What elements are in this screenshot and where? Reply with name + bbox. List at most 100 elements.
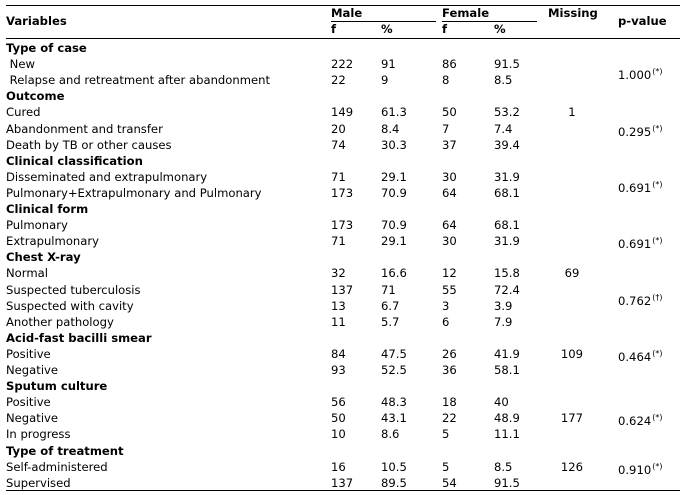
cell-female-f: 30 [442,234,457,249]
header-rule [6,38,680,39]
cell-variable: Negative [6,411,59,426]
section-label: Type of case [6,41,87,55]
cell-male-pct: 8.6 [381,427,400,442]
cell-male-pct: 16.6 [381,266,407,281]
cell-female-f: 54 [442,475,457,490]
cell-female-f: 6 [442,314,450,329]
pvalue-cell: 0.762(†) [618,290,662,309]
cell-male-f: 137 [331,282,354,297]
cell-variable: Disseminated and extrapulmonary [6,169,208,184]
cell-female-pct: 3.9 [494,298,513,313]
pvalue-test-mark: (†) [652,292,663,302]
pvalue-cell: 0.910(*) [618,459,662,478]
cell-male-pct: 43.1 [381,411,407,426]
pvalue-number: 0.464 [618,349,652,364]
cell-female-pct: 41.9 [494,346,520,361]
section-label: Acid-fast bacilli smear [6,330,152,345]
cell-female-f: 3 [442,298,450,313]
cell-female-f: 5 [442,427,450,442]
cell-female-f: 12 [442,266,457,281]
cell-variable: Positive [6,346,51,361]
cell-variable: In progress [6,427,71,442]
section-label: Chest X-ray [6,250,81,265]
cell-variable: Abandonment and transfer [6,121,163,136]
cell-female-pct: 91.5 [494,475,520,490]
cell-male-f: 56 [331,395,346,410]
cell-female-pct: 7.4 [494,121,513,136]
cell-male-f: 74 [331,137,346,152]
cell-variable: Suspected with cavity [6,298,134,313]
pvalue-test-mark: (*) [652,123,663,133]
header-pvalue: p-value [618,14,667,28]
cell-male-pct: 89.5 [381,475,407,490]
cell-female-pct: 8.5 [494,73,513,88]
cell-male-pct: 30.3 [381,137,407,152]
pvalue-number: 0.295 [618,124,652,139]
cell-female-pct: 31.9 [494,169,520,184]
cell-female-f: 7 [442,121,450,136]
cell-missing: 109 [560,346,584,361]
cell-variable: Another pathology [6,314,114,329]
section-label: Outcome [6,89,65,104]
cell-variable: Suspected tuberculosis [6,282,141,297]
header-male: Male [331,6,363,20]
cell-female-pct: 72.4 [494,282,520,297]
cell-female-f: 5 [442,459,450,474]
cell-female-f: 64 [442,218,457,233]
cell-male-pct: 6.7 [381,298,400,313]
cell-female-f: 37 [442,137,457,152]
cell-variable: Normal [6,266,48,281]
cell-female-f: 18 [442,395,457,410]
group-rule-male [331,21,436,22]
top-rule [6,5,680,6]
cell-male-f: 32 [331,266,346,281]
cell-female-pct: 39.4 [494,137,520,152]
pvalue-test-mark: (*) [652,413,663,423]
cell-female-pct: 58.1 [494,363,520,377]
subheader-female-f: f [442,22,448,36]
cell-male-pct: 29.1 [381,234,407,249]
cell-male-pct: 52.5 [381,363,407,377]
cell-male-pct: 70.9 [381,185,407,200]
cell-missing: 69 [564,266,580,281]
cell-male-f: 149 [331,105,354,120]
cell-male-f: 71 [331,169,346,184]
section-label: Type of treatment [6,443,124,458]
pvalue-test-mark: (*) [652,461,663,471]
pvalue-test-mark: (*) [652,236,663,246]
cell-female-f: 86 [442,57,457,72]
cell-variable: Death by TB or other causes [6,137,172,152]
cell-female-pct: 40 [494,395,509,410]
cell-male-pct: 47.5 [381,346,407,361]
pvalue-cell: 0.464(*) [618,346,662,365]
cell-male-pct: 5.7 [381,314,400,329]
pvalue-number: 0.691 [618,237,652,252]
cell-male-pct: 91 [381,57,396,72]
bottom-rule [6,490,680,491]
subheader-female-pct: % [494,22,506,36]
cell-male-pct: 71 [381,282,396,297]
cell-male-pct: 8.4 [381,121,400,136]
cell-female-pct: 7.9 [494,314,513,329]
header-missing: Missing [548,6,598,20]
pvalue-cell: 0.624(*) [618,410,662,429]
cell-female-pct: 11.1 [494,427,520,442]
cell-variable: Positive [6,395,51,410]
cell-female-f: 30 [442,169,457,184]
cell-female-f: 8 [442,73,450,88]
pvalue-cell: 0.691(*) [618,177,662,196]
cell-female-f: 26 [442,346,457,361]
cell-variable: Extrapulmonary [6,234,99,249]
cell-male-f: 11 [331,314,346,329]
cell-female-pct: 91.5 [494,57,520,72]
pvalue-number: 0.691 [618,180,652,195]
cell-female-pct: 31.9 [494,234,520,249]
cell-variable: Relapse and retreatment after abandonmen… [6,73,271,88]
cell-female-pct: 15.8 [494,266,520,281]
cell-male-f: 10 [331,427,346,442]
pvalue-number: 0.910 [618,462,652,477]
cell-missing: 126 [560,459,584,474]
cell-male-pct: 48.3 [381,395,407,410]
cell-male-f: 173 [331,218,354,233]
subheader-male-f: f [331,22,337,36]
